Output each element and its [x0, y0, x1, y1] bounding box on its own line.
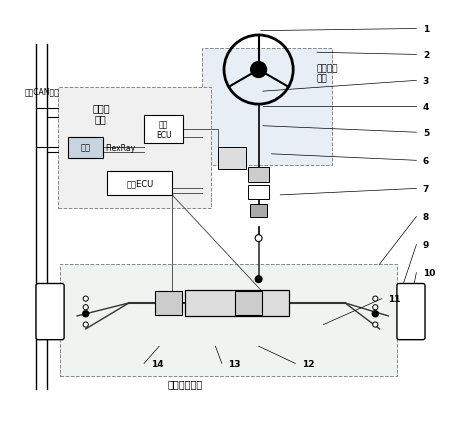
Bar — [202, 49, 332, 165]
Text: 2: 2 — [423, 51, 429, 60]
Circle shape — [83, 296, 88, 302]
Circle shape — [255, 235, 262, 242]
Bar — [107, 172, 172, 195]
Text: 控制器
模块: 控制器 模块 — [92, 103, 109, 124]
Circle shape — [372, 311, 378, 317]
Circle shape — [82, 311, 89, 317]
Text: 网关: 网关 — [81, 144, 91, 152]
Circle shape — [373, 305, 378, 310]
Text: 整车CAN总线: 整车CAN总线 — [24, 88, 59, 96]
Bar — [185, 290, 289, 316]
Text: 14: 14 — [151, 359, 163, 368]
Text: 路感
ECU: 路感 ECU — [156, 120, 171, 140]
Text: 转向操纵
模块: 转向操纵 模块 — [317, 64, 338, 83]
Circle shape — [255, 276, 262, 283]
Text: 11: 11 — [388, 294, 401, 303]
Bar — [248, 168, 269, 183]
Bar — [235, 291, 262, 316]
Circle shape — [373, 322, 378, 327]
Text: 10: 10 — [423, 269, 435, 278]
Bar — [144, 116, 183, 144]
Text: 4: 4 — [423, 102, 429, 112]
Bar — [218, 148, 246, 170]
Text: 7: 7 — [423, 184, 429, 194]
FancyBboxPatch shape — [36, 284, 64, 340]
Text: 5: 5 — [423, 128, 429, 138]
Bar — [60, 264, 397, 377]
Bar — [58, 88, 211, 208]
Text: 13: 13 — [228, 359, 241, 368]
Text: 9: 9 — [423, 240, 429, 250]
Text: 3: 3 — [423, 77, 429, 85]
Circle shape — [251, 62, 266, 78]
Text: 1: 1 — [423, 25, 429, 34]
Text: 执行ECU: 执行ECU — [126, 179, 154, 188]
Bar — [155, 291, 182, 316]
FancyBboxPatch shape — [397, 284, 425, 340]
Circle shape — [373, 296, 378, 302]
Text: 转向执行模块: 转向执行模块 — [167, 378, 203, 388]
Text: 6: 6 — [423, 156, 429, 165]
Bar — [68, 137, 103, 159]
Text: 12: 12 — [302, 359, 314, 368]
Circle shape — [83, 322, 88, 327]
Circle shape — [83, 305, 88, 310]
Text: 8: 8 — [423, 213, 429, 221]
Text: FlexRay: FlexRay — [105, 144, 136, 152]
Bar — [248, 186, 269, 200]
Bar — [250, 204, 267, 217]
